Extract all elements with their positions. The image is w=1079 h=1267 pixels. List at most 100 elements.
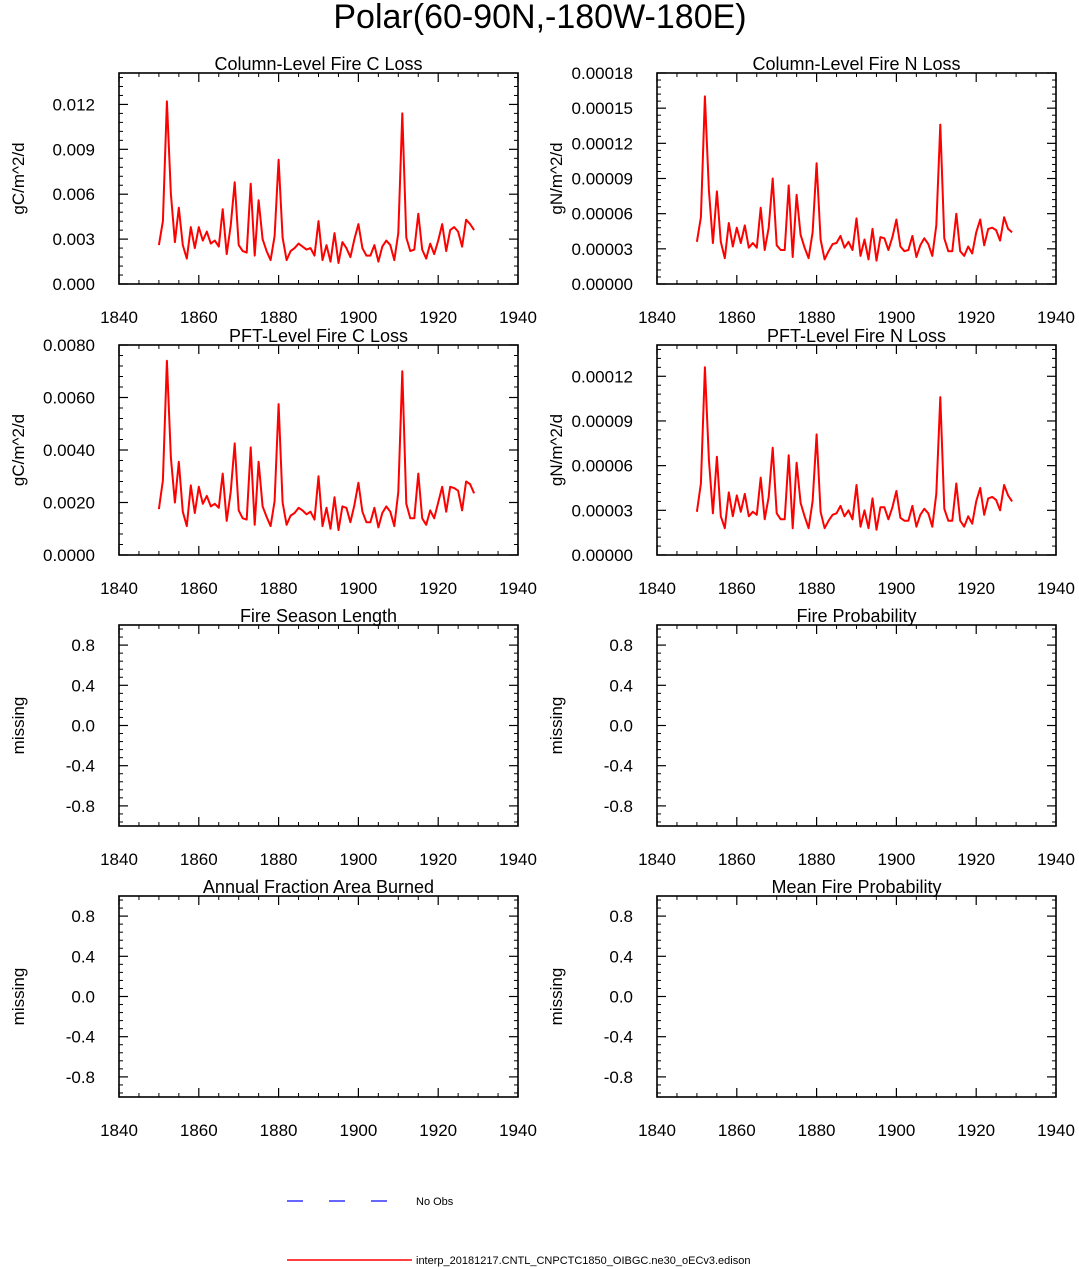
- x-tick-label: 1860: [718, 1121, 756, 1140]
- x-tick-label: 1940: [1037, 579, 1075, 598]
- chart-title: Fire Probability: [796, 606, 916, 626]
- y-tick-label: 0.009: [52, 140, 95, 159]
- x-tick-label: 1860: [718, 579, 756, 598]
- plot-frame: [656, 895, 1057, 1098]
- y-tick-label: 0.00012: [572, 367, 633, 386]
- y-axis-label: gN/m^2/d: [547, 414, 566, 486]
- y-tick-label: 0.4: [71, 947, 95, 966]
- x-tick-label: 1900: [339, 579, 377, 598]
- y-axis-label: missing: [9, 968, 28, 1026]
- chart-title: Column-Level Fire C Loss: [214, 54, 422, 74]
- x-tick-label: 1900: [339, 308, 377, 327]
- y-tick-label: 0.0020: [43, 494, 95, 513]
- y-tick-label: 0.00000: [572, 275, 633, 294]
- y-tick-label: 0.00006: [572, 457, 633, 476]
- x-tick-label: 1840: [638, 1121, 676, 1140]
- y-tick-label: 0.0: [609, 717, 633, 736]
- chart-title: Mean Fire Probability: [771, 877, 941, 897]
- y-tick-label: -0.4: [66, 1028, 95, 1047]
- chart-panel-0: Column-Level Fire C Loss gC/m^2/d 1840 1860…: [9, 54, 537, 327]
- x-tick-label: 1940: [1037, 308, 1075, 327]
- x-tick-label: 1840: [638, 308, 676, 327]
- legend-model-label: interp_20181217.CNTL_CNPCTC1850_OIBGC.ne…: [416, 1255, 750, 1267]
- y-tick-label: 0.0: [71, 717, 95, 736]
- x-tick-label: 1860: [718, 308, 756, 327]
- chart-panel-6: Annual Fraction Area Burned missing 1840 18…: [9, 877, 537, 1140]
- x-tick-label: 1880: [260, 1121, 298, 1140]
- x-tick-label: 1920: [957, 1121, 995, 1140]
- y-tick-label: 0.0: [609, 988, 633, 1007]
- y-tick-label: 0.00015: [572, 99, 633, 118]
- y-tick-label: 0.00012: [572, 134, 633, 153]
- x-tick-label: 1920: [419, 579, 457, 598]
- plot-frame: [656, 72, 1057, 285]
- y-tick-label: 0.00000: [572, 546, 633, 565]
- x-tick-label: 1840: [638, 579, 676, 598]
- y-axis-label: gC/m^2/d: [9, 142, 28, 214]
- y-tick-label: 0.4: [609, 676, 633, 695]
- x-tick-label: 1920: [957, 850, 995, 869]
- x-tick-label: 1940: [499, 308, 537, 327]
- chart-panel-5: Fire Probability missing 1840 1860 1880 1900 1…: [547, 606, 1075, 869]
- y-axis-label: missing: [547, 697, 566, 755]
- x-tick-label: 1860: [180, 579, 218, 598]
- chart-title: Fire Season Length: [240, 606, 397, 626]
- y-tick-label: 0.00006: [572, 205, 633, 224]
- y-tick-label: 0.00018: [572, 64, 633, 83]
- y-axis-label: gC/m^2/d: [9, 414, 28, 486]
- series-line: [695, 366, 1013, 531]
- y-tick-label: 0.0060: [43, 389, 95, 408]
- y-tick-label: 0.003: [52, 230, 95, 249]
- y-tick-label: 0.8: [609, 907, 633, 926]
- legend: No Obs interp_20181217.CNTL_CNPCTC1850_O…: [287, 1196, 750, 1267]
- x-tick-label: 1920: [957, 308, 995, 327]
- x-tick-label: 1860: [180, 308, 218, 327]
- y-tick-label: 0.8: [609, 636, 633, 655]
- x-tick-label: 1940: [1037, 850, 1075, 869]
- x-tick-label: 1880: [260, 308, 298, 327]
- chart-panel-7: Mean Fire Probability missing 1840 1860 1880…: [547, 877, 1075, 1140]
- x-tick-label: 1840: [100, 1121, 138, 1140]
- y-tick-label: -0.4: [66, 757, 95, 776]
- x-tick-label: 1900: [877, 850, 915, 869]
- chart-panel-4: Fire Season Length missing 1840 1860 1880 190…: [9, 606, 537, 869]
- x-tick-label: 1920: [419, 850, 457, 869]
- y-tick-label: 0.4: [71, 676, 95, 695]
- y-tick-label: 0.0080: [43, 336, 95, 355]
- series-line: [157, 100, 475, 264]
- y-tick-label: 0.00003: [572, 240, 633, 259]
- x-tick-label: 1900: [339, 850, 377, 869]
- y-axis-label: gN/m^2/d: [547, 142, 566, 214]
- x-tick-label: 1880: [798, 579, 836, 598]
- y-tick-label: 0.8: [71, 907, 95, 926]
- x-tick-label: 1840: [100, 308, 138, 327]
- y-tick-label: -0.8: [66, 797, 95, 816]
- plot-frame: [118, 895, 519, 1098]
- series-line: [695, 95, 1013, 262]
- y-axis-label: missing: [547, 968, 566, 1026]
- x-tick-label: 1880: [260, 579, 298, 598]
- plot-frame: [118, 624, 519, 827]
- x-tick-label: 1860: [718, 850, 756, 869]
- chart-title: Column-Level Fire N Loss: [752, 54, 960, 74]
- x-tick-label: 1940: [499, 1121, 537, 1140]
- x-tick-label: 1920: [419, 1121, 457, 1140]
- y-axis-label: missing: [9, 697, 28, 755]
- plot-frame: [656, 624, 1057, 827]
- chart-panel-3: PFT-Level Fire N Loss gN/m^2/d 1840 1860 188…: [547, 326, 1075, 598]
- y-tick-label: -0.4: [604, 1028, 633, 1047]
- x-tick-label: 1900: [877, 579, 915, 598]
- plot-frame: [656, 344, 1057, 556]
- y-tick-label: 0.012: [52, 95, 95, 114]
- series-line: [157, 359, 476, 532]
- y-tick-label: 0.4: [609, 947, 633, 966]
- x-tick-label: 1840: [100, 579, 138, 598]
- figure-title: Polar(60-90N,-180W-180E): [333, 0, 746, 36]
- x-tick-label: 1900: [877, 1121, 915, 1140]
- x-tick-label: 1920: [419, 308, 457, 327]
- y-tick-label: -0.8: [604, 1068, 633, 1087]
- y-tick-label: 0.00003: [572, 501, 633, 520]
- y-tick-label: 0.0000: [43, 546, 95, 565]
- x-tick-label: 1880: [798, 850, 836, 869]
